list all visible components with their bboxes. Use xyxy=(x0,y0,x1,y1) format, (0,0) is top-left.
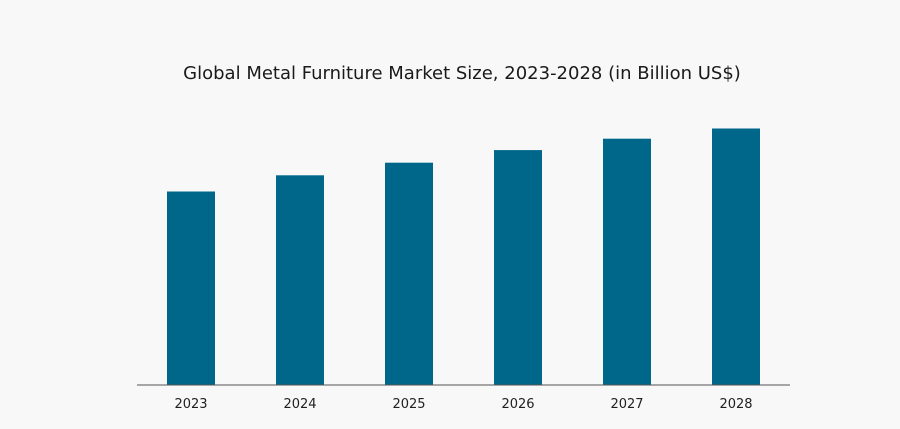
bar-2027 xyxy=(603,138,651,385)
x-tick-label-2026: 2026 xyxy=(501,397,534,412)
chart-title: Global Metal Furniture Market Size, 2023… xyxy=(183,63,741,84)
x-tick-label-2024: 2024 xyxy=(283,397,316,412)
bar-2028 xyxy=(712,128,760,385)
bar-2024 xyxy=(276,175,324,385)
bar-2023 xyxy=(167,191,215,385)
x-axis-tick-labels: 2023 2024 2025 2026 2027 2028 xyxy=(174,397,752,412)
bar-2025 xyxy=(385,162,433,385)
bar-series xyxy=(167,128,760,385)
x-tick-label-2023: 2023 xyxy=(174,397,207,412)
x-tick-label-2027: 2027 xyxy=(610,397,643,412)
bar-2026 xyxy=(494,150,542,385)
x-tick-label-2028: 2028 xyxy=(719,397,752,412)
x-tick-label-2025: 2025 xyxy=(392,397,425,412)
